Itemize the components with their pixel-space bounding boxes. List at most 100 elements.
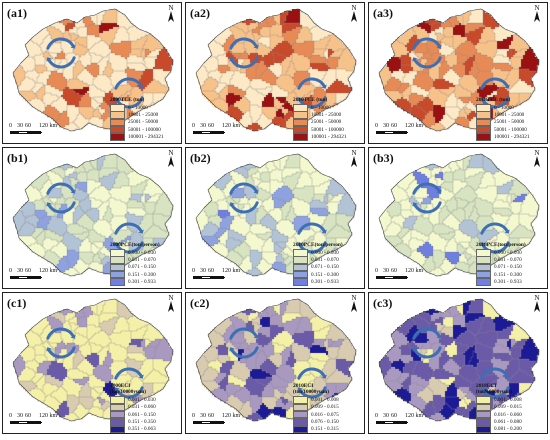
district-cell xyxy=(159,55,162,58)
district-cell xyxy=(143,55,146,58)
district-cell xyxy=(71,125,74,128)
district-cell xyxy=(93,107,96,110)
district-cell xyxy=(103,113,106,116)
district-cell xyxy=(111,27,114,30)
district-cell xyxy=(95,101,98,104)
district-cell xyxy=(67,81,70,84)
district-cell xyxy=(83,47,86,50)
district-cell xyxy=(141,81,144,84)
district-cell xyxy=(81,69,84,72)
district-cell xyxy=(113,47,116,50)
district-cell xyxy=(121,57,124,60)
district-cell xyxy=(33,103,36,106)
district-cell xyxy=(97,123,100,126)
district-cell xyxy=(157,67,160,70)
district-cell xyxy=(33,73,36,76)
district-cell xyxy=(314,31,317,34)
district-cell xyxy=(151,93,154,96)
district-cell xyxy=(73,73,76,76)
district-cell xyxy=(288,55,291,58)
district-cell xyxy=(35,99,38,102)
district-cell xyxy=(159,51,162,54)
district-cell xyxy=(83,33,86,36)
district-cell xyxy=(85,21,88,24)
district-cell xyxy=(65,119,68,122)
district-cell xyxy=(159,67,162,70)
district-cell xyxy=(306,39,309,42)
district-cell xyxy=(63,105,66,108)
district-cell xyxy=(153,51,156,54)
district-cell xyxy=(234,29,237,32)
district-cell xyxy=(35,59,38,62)
district-cell xyxy=(31,101,34,104)
district-cell xyxy=(71,85,74,88)
district-cell xyxy=(117,97,120,100)
district-cell xyxy=(63,57,66,60)
district-cell xyxy=(51,81,54,84)
district-cell xyxy=(145,101,148,104)
district-cell xyxy=(41,45,44,48)
district-cell xyxy=(105,77,108,80)
district-cell xyxy=(87,51,90,54)
district-cell xyxy=(143,61,146,64)
district-cell xyxy=(29,83,32,86)
district-cell xyxy=(63,47,66,50)
district-cell xyxy=(167,69,170,72)
district-cell xyxy=(31,43,34,46)
district-cell xyxy=(165,51,168,54)
district-cell xyxy=(316,57,319,60)
district-cell xyxy=(117,21,120,24)
district-cell xyxy=(89,55,92,58)
district-cell xyxy=(113,85,116,88)
district-cell xyxy=(91,101,94,104)
district-cell xyxy=(224,41,227,44)
district-cell xyxy=(107,77,110,80)
district-cell xyxy=(29,97,32,100)
district-cell xyxy=(107,21,110,24)
district-cell xyxy=(296,21,299,24)
district-cell xyxy=(37,33,40,36)
district-cell xyxy=(123,25,126,28)
district-cell xyxy=(63,53,66,56)
district-cell xyxy=(81,109,84,112)
district-cell xyxy=(262,37,265,40)
district-cell xyxy=(37,97,40,100)
district-cell xyxy=(302,47,305,50)
district-cell xyxy=(31,87,34,90)
district-cell xyxy=(85,69,88,72)
district-cell xyxy=(161,51,164,54)
district-cell xyxy=(73,69,76,72)
map-panel-a2: (a2) N 0 30 60 120 km 2010TCE (ton) 0 - 10000 10… xyxy=(185,2,365,144)
district-cell xyxy=(115,33,118,36)
district-cell xyxy=(83,93,86,96)
district-cell xyxy=(232,55,235,58)
district-cell xyxy=(155,81,158,84)
district-cell xyxy=(27,87,30,90)
district-cell xyxy=(147,87,150,90)
district-cell xyxy=(290,35,293,38)
district-cell xyxy=(127,115,130,118)
district-cell xyxy=(308,33,311,36)
district-cell xyxy=(95,75,98,78)
district-cell xyxy=(153,65,156,68)
district-cell xyxy=(282,51,285,54)
district-cell xyxy=(63,27,66,30)
district-cell xyxy=(322,55,325,58)
district-cell xyxy=(246,63,249,66)
district-cell xyxy=(244,25,247,28)
district-cell xyxy=(296,29,299,32)
district-cell xyxy=(135,61,138,64)
district-cell xyxy=(45,63,48,66)
district-cell xyxy=(260,43,263,46)
district-cell xyxy=(278,51,281,54)
district-cell xyxy=(274,17,277,20)
district-cell xyxy=(73,123,76,126)
district-cell xyxy=(308,57,311,60)
district-cell xyxy=(93,103,96,106)
district-cell xyxy=(296,9,299,12)
district-cell xyxy=(123,41,126,44)
district-cell xyxy=(75,95,78,98)
district-cell xyxy=(270,35,273,38)
district-cell xyxy=(127,97,130,100)
district-cell xyxy=(260,61,263,64)
